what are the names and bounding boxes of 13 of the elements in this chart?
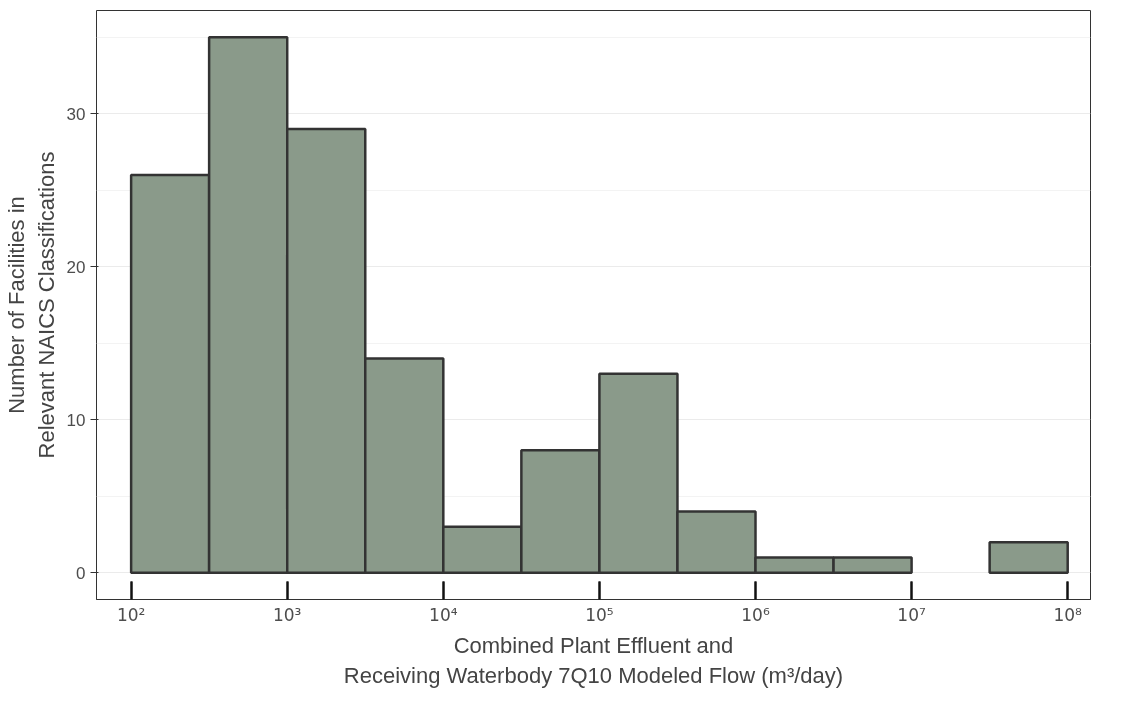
x-tick-label: 10² bbox=[116, 604, 146, 625]
x-tick-label: 10⁶ bbox=[741, 604, 770, 625]
x-axis-title: Combined Plant Effluent and Receiving Waterbody 7Q10 Modeled Flow (m³/day) bbox=[343, 632, 844, 688]
x-tick-label: 10⁴ bbox=[429, 604, 458, 625]
y-tick-label: 0 bbox=[76, 563, 86, 583]
y-tick-label: 30 bbox=[66, 104, 86, 124]
x-tick-label: 10⁵ bbox=[585, 604, 614, 625]
x-tick-label: 10⁷ bbox=[897, 604, 927, 625]
y-tick-label: 10 bbox=[66, 410, 86, 430]
y-tick-label: 20 bbox=[66, 257, 86, 277]
x-tick-label: 10³ bbox=[273, 604, 302, 625]
x-tick-label: 10⁸ bbox=[1053, 604, 1083, 625]
y-axis-title: Number of Facilities in Relevant NAICS Classifications bbox=[3, 151, 59, 459]
